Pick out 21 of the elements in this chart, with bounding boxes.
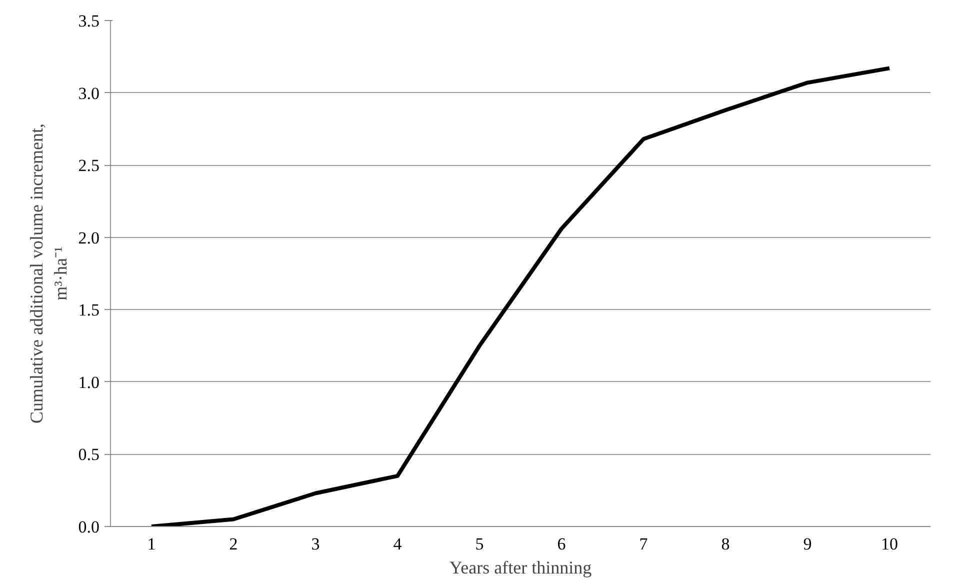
- y-tick-label: 0.0: [78, 518, 100, 536]
- y-tick-label: 1.5: [78, 300, 100, 320]
- x-tick-label: 2: [229, 534, 238, 554]
- y-tick-label: 3.0: [78, 84, 100, 103]
- x-tick-label: 6: [557, 534, 566, 554]
- y-tick-label: 1.0: [78, 372, 100, 392]
- x-tick-label: 8: [721, 534, 730, 554]
- y-tick-label: 2.0: [78, 228, 100, 248]
- x-axis-title: Years after thinning: [449, 558, 592, 578]
- x-tick-label: 9: [803, 534, 812, 554]
- y-axis-title: Cumulative additional volume increment, m³·ha⁻¹: [26, 124, 70, 424]
- x-tick-label: 5: [475, 534, 484, 554]
- x-tick-label: 10: [881, 534, 898, 554]
- y-tick-label: 3.5: [78, 12, 100, 30]
- line-series: [150, 66, 892, 526]
- x-tick-label: 7: [639, 534, 648, 554]
- x-tick-label: 4: [393, 534, 402, 554]
- x-tick-label: 1: [147, 534, 156, 554]
- y-tick-label: 2.5: [78, 156, 100, 176]
- y-tick-label: 0.5: [78, 445, 100, 464]
- x-tick-label: 3: [311, 534, 320, 554]
